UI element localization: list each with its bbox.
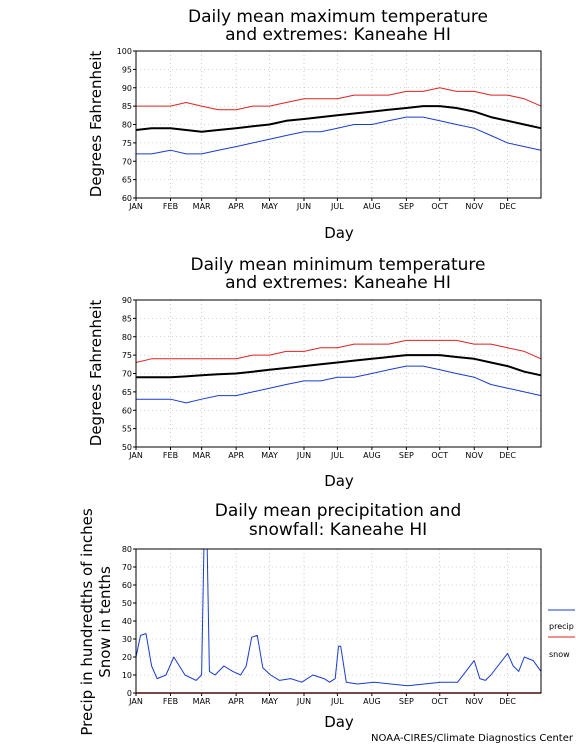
chart1-xtick-label: MAY [261, 202, 278, 211]
chart3-frame [135, 548, 542, 694]
chart1-xtick-label: AUG [363, 202, 381, 211]
chart2-xtick-label: DEC [499, 451, 516, 460]
chart2-xtick-label: SEP [399, 451, 414, 460]
chart2-plot: 50 55 60 65 70 75 80 85 90 JAN FEB MAR APR MAY JUN JUL A… [122, 296, 542, 460]
chart3-xtick-label: DEC [499, 697, 516, 706]
chart2-xtick-label: APR [228, 451, 244, 460]
chart2-xlabel: Day [324, 472, 354, 490]
chart2-xtick-label: JUL [330, 451, 344, 460]
chart1-xtick-label: SEP [399, 202, 414, 211]
chart2-xtick-label: FEB [163, 451, 178, 460]
chart1-xtick-label: JUN [296, 202, 311, 211]
chart3-ytick-label: 10 [122, 671, 132, 680]
chart1-xtick-label: JUL [330, 202, 344, 211]
chart1-plot: 60 65 70 75 80 85 90 95 100 JAN FEB MAR APR MAY JUN JUL… [117, 47, 542, 211]
chart3-ytick-label: 40 [122, 617, 132, 626]
chart1-frame [135, 50, 542, 199]
chart3-title-line1: Daily mean precipitation and [215, 501, 462, 521]
chart1-xlabel: Day [324, 224, 354, 242]
chart2-xtick-label: JUN [296, 451, 311, 460]
chart3-plot: 0 10 20 30 40 50 60 70 80 JAN FEB MAR APR MAY JUN JUL AU… [122, 545, 542, 706]
chart3-xtick-label: JAN [128, 697, 143, 706]
chart3-xtick-label: FEB [163, 697, 178, 706]
chart1-ylabel: Degrees Fahrenheit [87, 51, 105, 198]
chart2-series-1-line [135, 339, 542, 363]
chart1-series-3-line [136, 116, 542, 155]
chart1-ytick-label: 75 [122, 139, 132, 148]
chart3-xtick-label: SEP [399, 697, 414, 706]
chart2-xtick-label: AUG [363, 451, 381, 460]
chart2-xtick-label: NOV [465, 451, 483, 460]
chart2-ytick-label: 70 [122, 370, 132, 379]
chart3-xtick-label: JUL [330, 697, 344, 706]
chart1-title-line1: Daily mean maximum temperature [188, 7, 488, 27]
chart3-series-1-line [135, 548, 542, 687]
chart1-xtick-label: DEC [499, 202, 516, 211]
chart1-ytick-label: 80 [122, 121, 132, 130]
chart2-series-2-line [136, 354, 542, 379]
chart1-xtick-label: FEB [163, 202, 178, 211]
chart2-xtick-label: OCT [431, 451, 448, 460]
chart3-xtick-label: APR [228, 697, 244, 706]
chart3-ytick-label: 80 [122, 545, 132, 554]
chart2-ytick-label: 60 [122, 406, 132, 415]
legend-snow-label: snow [549, 650, 570, 659]
chart2-ytick-label: 75 [122, 351, 132, 360]
chart1-xtick-label: NOV [465, 202, 483, 211]
chart2-xtick-label: JAN [128, 451, 143, 460]
chart3-xlabel: Day [324, 713, 354, 731]
chart3-ylabel-line1: Precip in hundredths of inches [78, 508, 96, 735]
chart3-ytick-label: 50 [122, 599, 132, 608]
chart2-title-line1: Daily mean minimum temperature [191, 255, 486, 275]
chart3-xtick-label: JUN [296, 697, 311, 706]
chart2-xtick-label: MAR [193, 451, 211, 460]
chart1-ytick-label: 90 [122, 84, 132, 93]
chart3-xtick-label: MAR [193, 697, 211, 706]
chart3-ytick-label: 60 [122, 581, 132, 590]
chart1-ytick-label: 95 [122, 65, 132, 74]
chart1-ytick-label: 100 [117, 47, 132, 56]
chart2-ytick-label: 55 [122, 425, 132, 434]
chart2-ytick-label: 85 [122, 314, 132, 323]
chart1-xtick-label: MAR [193, 202, 211, 211]
chart3-ylabel-line2: Snow in tenths [96, 566, 114, 678]
chart2-frame [135, 299, 542, 448]
chart2-title-line2: and extremes: Kaneahe HI [225, 273, 451, 293]
chart2-ytick-label: 50 [122, 443, 132, 452]
chart1-ytick-label: 65 [122, 176, 132, 185]
chart3-xtick-label: MAY [261, 697, 278, 706]
chart2-series-3-line [136, 365, 542, 404]
chart3-xtick-label: OCT [431, 697, 448, 706]
chart1-series-1-line [136, 87, 542, 111]
footer-credit: NOAA-CIRES/Climate Diagnostics Center [371, 733, 574, 744]
chart3-xtick-label: NOV [465, 697, 483, 706]
legend-precip-label: precip [549, 622, 574, 631]
chart3-ytick-label: 20 [122, 653, 132, 662]
chart1-xtick-label: APR [228, 202, 244, 211]
chart3-title-line2: snowfall: Kaneahe HI [249, 520, 427, 540]
chart2-ytick-label: 80 [122, 333, 132, 342]
chart1-title-line2: and extremes: Kaneahe HI [225, 25, 451, 45]
chart3-xtick-label: AUG [363, 697, 381, 706]
chart1-xtick-label: JAN [128, 202, 143, 211]
chart1-ytick-label: 60 [122, 194, 132, 203]
chart3-ytick-label: 30 [122, 635, 132, 644]
chart2-ytick-label: 90 [122, 296, 132, 305]
chart1-xtick-label: OCT [431, 202, 448, 211]
chart2-ytick-label: 65 [122, 388, 132, 397]
chart1-ytick-label: 70 [122, 157, 132, 166]
chart1-ytick-label: 85 [122, 102, 132, 111]
chart2-xtick-label: MAY [261, 451, 278, 460]
chart3-ytick-label: 0 [127, 689, 132, 698]
chart2-ylabel: Degrees Fahrenheit [87, 300, 105, 447]
chart3-ytick-label: 70 [122, 563, 132, 572]
chart1-series-2-line [135, 105, 542, 133]
